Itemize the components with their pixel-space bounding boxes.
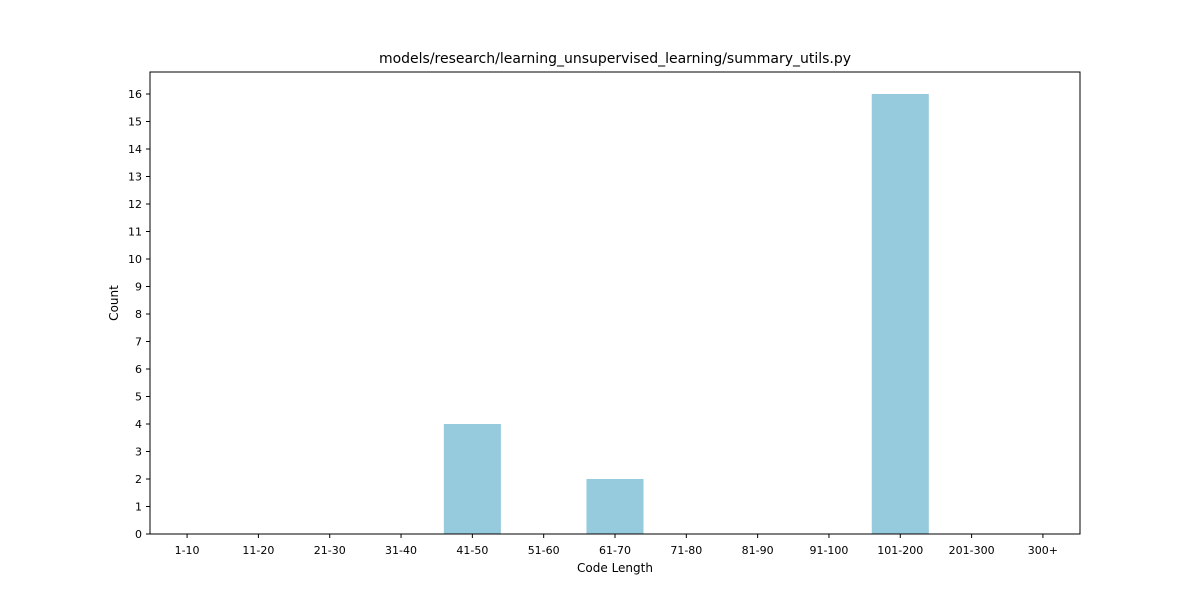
bar-41-50 — [443, 424, 501, 534]
x-axis-label: Code Length — [577, 561, 653, 575]
y-tick-label: 15 — [128, 116, 142, 129]
y-tick-label: 4 — [135, 418, 142, 431]
y-tick-label: 16 — [128, 88, 142, 101]
y-tick-label: 3 — [135, 446, 142, 459]
bars-group — [443, 94, 929, 534]
y-tick-label: 10 — [128, 253, 142, 266]
y-tick-label: 9 — [135, 281, 142, 294]
plot-frame — [149, 71, 1081, 535]
y-tick-label: 13 — [128, 171, 142, 184]
bar-61-70 — [586, 479, 644, 534]
y-tick-label: 14 — [128, 143, 142, 156]
chart-title: models/research/learning_unsupervised_le… — [379, 51, 851, 67]
bar-101-200 — [871, 94, 929, 534]
x-tick-label: 300+ — [1028, 544, 1058, 557]
x-tick-label: 1-10 — [175, 544, 200, 557]
x-tick-label: 21-30 — [314, 544, 346, 557]
x-tick-label: 101-200 — [877, 544, 923, 557]
x-axis-ticks: 1-10 11-20 21-30 31-40 41-50 51-60 61-70 71-80 8… — [175, 534, 1058, 557]
x-tick-label: 201-300 — [949, 544, 995, 557]
y-tick-label: 2 — [135, 473, 142, 486]
y-tick-label: 12 — [128, 198, 142, 211]
y-tick-label: 1 — [135, 501, 142, 514]
x-tick-label: 81-90 — [742, 544, 774, 557]
y-tick-label: 5 — [135, 391, 142, 404]
x-tick-label: 51-60 — [528, 544, 560, 557]
y-axis-label: Count — [107, 285, 121, 321]
x-tick-label: 11-20 — [242, 544, 274, 557]
y-tick-label: 0 — [135, 528, 142, 541]
x-tick-label: 91-100 — [809, 544, 848, 557]
y-tick-label: 11 — [128, 226, 142, 239]
x-tick-label: 71-80 — [670, 544, 702, 557]
x-tick-label: 61-70 — [599, 544, 631, 557]
x-tick-label: 31-40 — [385, 544, 417, 557]
y-tick-label: 8 — [135, 308, 142, 321]
x-tick-label: 41-50 — [456, 544, 488, 557]
y-tick-label: 7 — [135, 336, 142, 349]
y-tick-label: 6 — [135, 363, 142, 376]
